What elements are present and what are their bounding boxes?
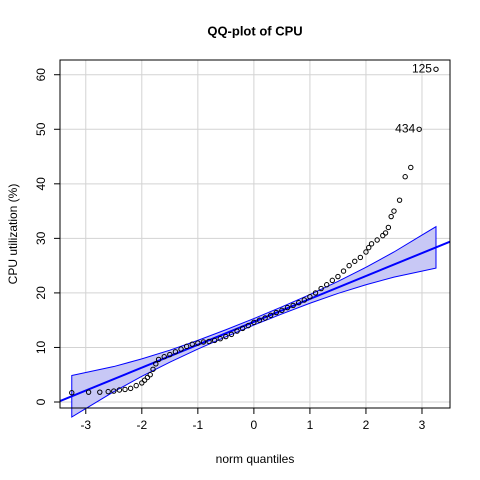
point [139, 380, 145, 386]
point [318, 285, 324, 292]
point [296, 300, 302, 306]
point [262, 315, 268, 321]
y-tick-label: 30 [34, 231, 48, 245]
point [172, 349, 179, 355]
point [335, 273, 341, 280]
point [206, 338, 212, 345]
point [133, 382, 139, 389]
point [357, 254, 364, 261]
point [97, 389, 103, 395]
point [251, 319, 257, 326]
x-tick-label: 0 [251, 418, 258, 432]
point [256, 317, 263, 323]
x-tick-label: 2 [363, 418, 370, 432]
point [228, 331, 235, 338]
point [105, 388, 111, 395]
point [183, 343, 190, 350]
point [366, 244, 372, 251]
point [211, 337, 218, 344]
y-tick-label: 40 [34, 177, 48, 191]
point-label: 125 [412, 61, 432, 75]
point [195, 340, 201, 346]
point [396, 197, 403, 203]
point [340, 268, 347, 274]
point [273, 309, 279, 316]
point [234, 328, 240, 334]
point [122, 386, 128, 393]
point [290, 302, 296, 309]
x-tick-label: 1 [307, 418, 314, 432]
point [416, 126, 422, 132]
point [189, 341, 195, 347]
point [284, 304, 291, 311]
x-axis-label: norm quantiles [216, 452, 295, 466]
point [161, 354, 167, 360]
point [155, 356, 162, 363]
point [408, 164, 414, 171]
point [245, 322, 251, 329]
x-tick-label: -1 [193, 418, 204, 432]
point [301, 297, 308, 303]
point [147, 372, 153, 378]
point-label: 434 [395, 121, 415, 135]
point [374, 237, 380, 243]
x-tick-label: -3 [80, 418, 91, 432]
point [217, 336, 223, 342]
reference-line [60, 240, 450, 403]
point [69, 390, 75, 396]
point [391, 208, 397, 214]
point [368, 241, 375, 247]
plot-frame [59, 59, 451, 409]
point [363, 249, 369, 255]
point [307, 294, 313, 300]
point [150, 366, 156, 372]
point [329, 277, 336, 284]
point [178, 346, 184, 352]
point [239, 325, 246, 332]
point [312, 290, 319, 296]
chart-title: QQ-plot of CPU [207, 23, 302, 38]
point [223, 333, 229, 340]
x-tick-label: 3 [419, 418, 426, 432]
point [346, 262, 352, 269]
point [127, 385, 134, 392]
point [85, 389, 92, 395]
point [385, 224, 392, 231]
point [144, 374, 151, 381]
point [279, 307, 285, 314]
point [116, 387, 123, 393]
point [388, 213, 394, 220]
y-tick-label: 60 [34, 68, 48, 82]
point [153, 361, 159, 367]
point [324, 282, 330, 288]
point [267, 312, 274, 318]
y-axis-label: CPU utilization (%) [6, 184, 20, 285]
point [352, 258, 358, 264]
y-tick-label: 0 [34, 398, 48, 405]
point [402, 174, 408, 180]
point [167, 351, 173, 358]
y-tick-label: 20 [34, 286, 48, 300]
point [141, 377, 148, 383]
y-tick-label: 10 [34, 340, 48, 354]
x-tick-label: -2 [136, 418, 147, 432]
point [433, 66, 439, 72]
point [380, 232, 386, 239]
point [200, 339, 207, 345]
point [382, 230, 389, 236]
y-tick-label: 50 [34, 122, 48, 136]
point [111, 388, 117, 394]
